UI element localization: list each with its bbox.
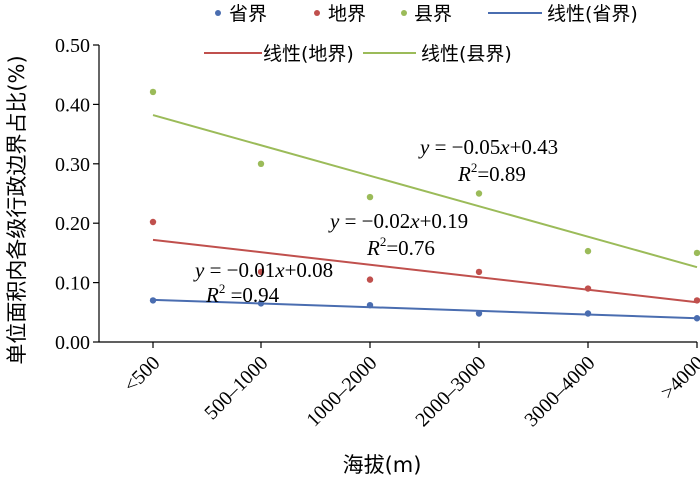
data-points	[149, 88, 700, 322]
y-tick-label: 0.10	[55, 273, 90, 295]
data-point-s2-0	[149, 88, 157, 96]
x-tick-label: 1000–2000	[302, 352, 381, 431]
legend-item-county-trend: 线性(县界)	[363, 43, 512, 65]
equation-prefecture: y = −0.02x+0.19 R2=0.76	[328, 209, 468, 260]
x-ticks: <500 500–1000 1000–2000 2000–3000 3000–4000 >…	[120, 342, 700, 431]
y-tick-label: 0.50	[55, 35, 90, 57]
data-point-s2-4	[584, 247, 592, 255]
data-point-s0-5	[693, 315, 700, 322]
legend: 省界 地界 县界 线性(省界) 线性(地界) 线性(县界)	[204, 3, 638, 65]
legend-item-province-trend: 线性(省界)	[488, 3, 638, 25]
equation-province: y = −0.01x+0.08 R2 =0.94	[193, 258, 333, 307]
legend-label: 线性(县界)	[421, 43, 512, 65]
data-point-s2-2	[366, 193, 374, 201]
y-tick-label: 0.20	[55, 213, 90, 235]
data-point-s1-0	[149, 218, 157, 226]
data-point-s0-1	[257, 300, 265, 307]
data-point-s0-4	[584, 310, 592, 317]
y-tick-label: 0.30	[55, 154, 90, 176]
y-tick-label: 0.40	[55, 94, 90, 116]
data-point-s0-3	[475, 310, 483, 317]
x-tick-label: >4000	[657, 352, 700, 404]
legend-item-county-points: 县界	[401, 3, 452, 25]
trend-lines	[152, 114, 698, 320]
data-point-s0-0	[149, 297, 157, 304]
legend-label: 线性(省界)	[547, 3, 638, 25]
trend-line-1	[152, 238, 698, 304]
y-tick-label: 0.00	[55, 332, 90, 354]
legend-label: 县界	[414, 3, 452, 25]
equation-county-line1: y = −0.05x+0.43	[418, 135, 558, 159]
data-point-s1-3	[475, 268, 483, 276]
legend-item-prefecture-trend: 线性(地界)	[204, 43, 354, 65]
equation-prefecture-line2: R2=0.76	[366, 234, 435, 260]
data-point-s0-2	[366, 301, 374, 309]
legend-label: 地界	[328, 3, 366, 25]
equation-prefecture-line1: y = −0.02x+0.19	[328, 209, 468, 233]
equation-county: y = −0.05x+0.43 R2=0.89	[418, 135, 558, 186]
data-point-s2-1	[257, 160, 265, 167]
trend-line-2	[152, 114, 698, 269]
data-point-s1-4	[584, 285, 592, 292]
equation-county-line2: R2=0.89	[457, 160, 526, 186]
data-point-s2-5	[693, 249, 700, 257]
x-tick-label: 2000–3000	[411, 352, 490, 431]
x-tick-label: 500–1000	[200, 352, 272, 424]
y-axis-title: 单位面积内各级行政边界占比(%)	[5, 55, 29, 364]
legend-label: 线性(地界)	[263, 43, 354, 65]
legend-label: 省界	[229, 3, 267, 25]
data-point-s1-5	[693, 297, 700, 304]
data-point-s2-3	[475, 190, 483, 197]
data-point-s1-2	[366, 276, 374, 283]
data-point-s1-1	[257, 268, 265, 276]
x-tick-label: <500	[120, 352, 165, 397]
x-tick-label: 3000–4000	[520, 352, 599, 431]
legend-item-province-points: 省界	[215, 3, 267, 25]
y-ticks: 0.00 0.10 0.20 0.30 0.40 0.50	[55, 35, 99, 354]
trend-line-0	[152, 298, 698, 320]
legend-item-prefecture-points: 地界	[314, 3, 366, 25]
equation-province-line1: y = −0.01x+0.08	[193, 258, 333, 282]
equation-province-line2: R2 =0.94	[205, 281, 280, 307]
x-axis-title: 海拔(m)	[343, 453, 422, 477]
